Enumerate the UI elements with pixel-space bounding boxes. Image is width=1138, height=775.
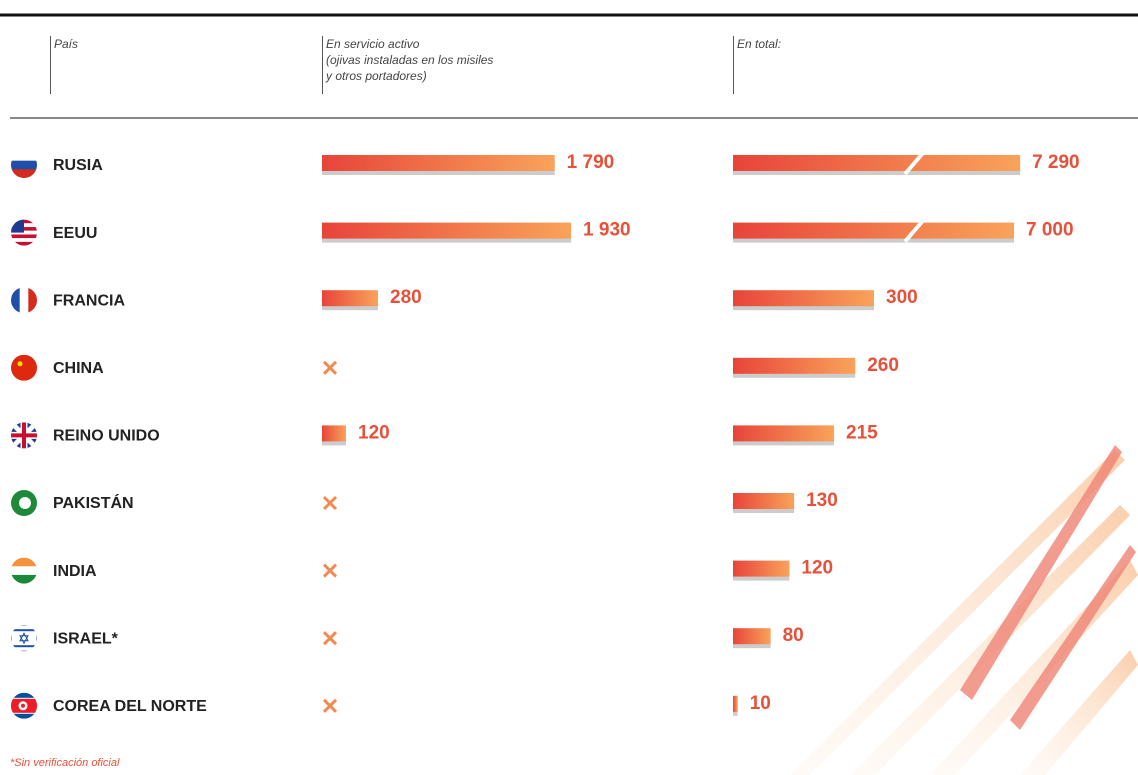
stripe (19, 287, 29, 314)
value-label: 80 (783, 625, 804, 646)
no-data-mark (322, 631, 338, 646)
stripe (11, 152, 37, 162)
value-label: 1 930 (583, 220, 631, 241)
field (11, 354, 37, 381)
bar (733, 425, 835, 442)
flag (11, 152, 37, 178)
axis-break (903, 151, 925, 176)
value-label: 300 (886, 287, 918, 308)
stripe (11, 287, 21, 314)
flag-body (11, 287, 37, 314)
stripe (11, 629, 37, 632)
bar (322, 290, 378, 307)
cross (11, 422, 37, 449)
canton (11, 219, 24, 233)
value-label: 7 290 (1032, 152, 1080, 173)
stripe (11, 557, 37, 567)
bar (733, 695, 738, 712)
stripe (11, 238, 37, 242)
category-label: EEUU (53, 225, 97, 242)
series-header: En servicio activo (ojivas instaladas en… (322, 36, 493, 94)
no-data-mark (322, 563, 338, 578)
series-header: En total: (733, 36, 781, 94)
value-label: 130 (806, 490, 838, 511)
decoration (790, 445, 1138, 775)
value-label: 10 (750, 693, 771, 714)
flag-body (11, 692, 37, 719)
value-label: 280 (390, 287, 422, 308)
flag-body (11, 219, 37, 246)
no-data-mark (322, 495, 338, 511)
emblem-star (21, 703, 25, 708)
axis-break (903, 219, 925, 243)
stripe (28, 287, 37, 314)
flag (11, 692, 37, 719)
bar (322, 155, 555, 171)
flag-body (11, 625, 37, 652)
stripe (11, 566, 37, 576)
category-label: PAKISTÁN (53, 493, 134, 512)
stripe (11, 574, 37, 584)
bar (733, 493, 795, 509)
bar (322, 425, 346, 442)
stripe (11, 241, 37, 246)
flag-body (11, 354, 37, 381)
category-label: COREA DEL NORTE (53, 698, 207, 715)
value-label: 260 (867, 355, 899, 376)
category-label: INDIA (53, 563, 97, 580)
bar (322, 222, 572, 239)
stripe (11, 169, 37, 178)
stripe (11, 234, 37, 239)
flag (11, 490, 37, 516)
category-header: País (50, 36, 78, 94)
footnote: *Sin verificación oficial (10, 757, 120, 769)
value-label: 7 000 (1026, 220, 1074, 241)
flag (11, 422, 37, 449)
flag (11, 625, 37, 652)
category-label: RUSIA (53, 157, 103, 174)
bar (733, 628, 771, 645)
stripe (11, 160, 37, 170)
bar (733, 357, 856, 374)
no-data-mark (322, 698, 338, 713)
no-data-mark (322, 360, 338, 375)
bar (733, 155, 1021, 171)
flag-body (11, 490, 37, 516)
value-label: 215 (846, 422, 878, 443)
flag (11, 219, 37, 246)
value-label: 1 790 (567, 152, 615, 173)
value-label: 120 (801, 558, 833, 579)
stripe (11, 645, 37, 648)
field (11, 625, 37, 652)
bar (733, 290, 874, 307)
emblem (17, 361, 23, 367)
flag (11, 557, 37, 584)
bar (733, 560, 790, 577)
value-label: 120 (358, 422, 390, 443)
category-label: REINO UNIDO (53, 428, 160, 445)
category-label: ISRAEL* (53, 630, 119, 647)
category-label: CHINA (53, 360, 104, 377)
flag-body (11, 152, 37, 178)
flag-body (11, 422, 37, 449)
star (19, 632, 29, 645)
emblem (19, 497, 31, 509)
flag-body (11, 557, 37, 584)
flag (11, 287, 37, 314)
bar (733, 222, 1015, 239)
category-label: FRANCIA (53, 292, 125, 309)
flag (11, 354, 37, 381)
